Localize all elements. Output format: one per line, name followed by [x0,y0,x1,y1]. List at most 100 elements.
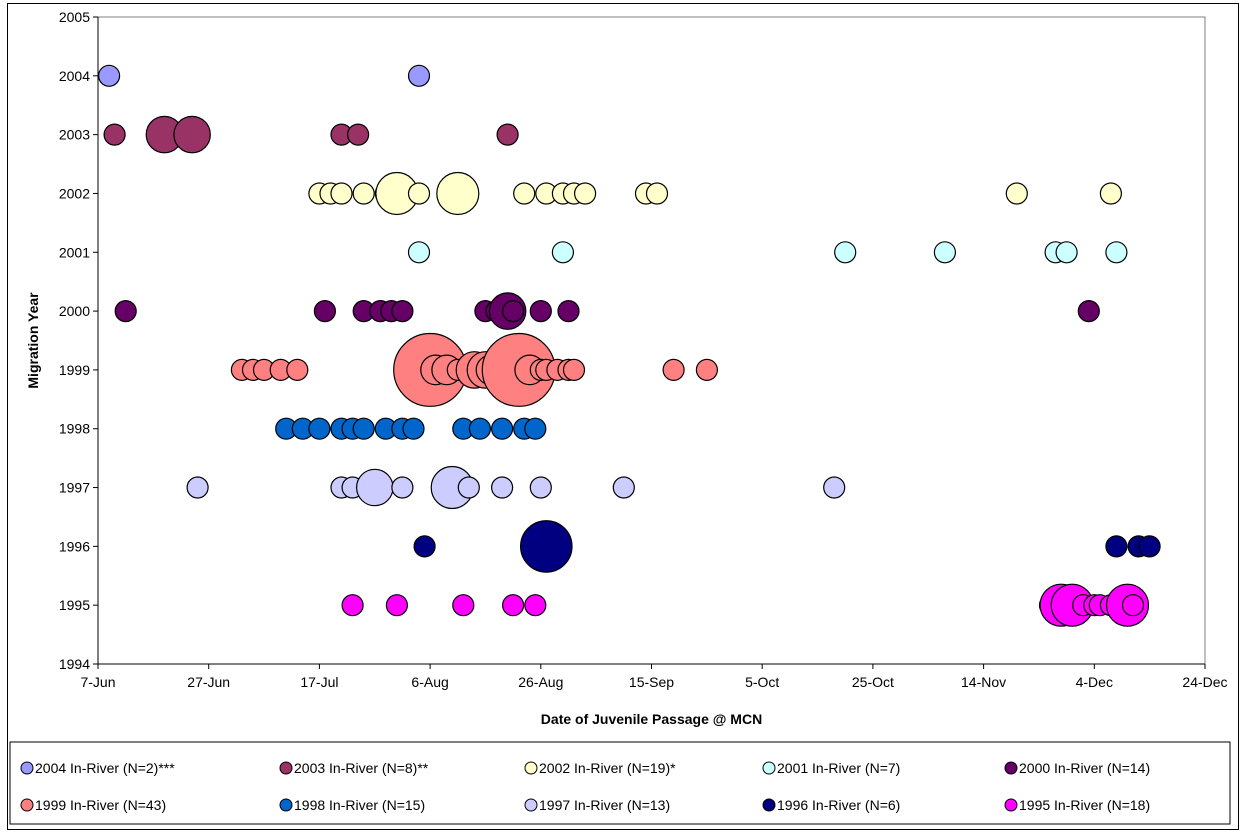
y-tick-label: 2004 [59,68,90,84]
bubble-point [97,64,121,87]
legend: 2004 In-River (N=2)*** 2003 In-River (N=8… [9,741,1231,825]
y-tick-label: 2005 [59,9,90,25]
x-tick-label: 14-Nov [961,674,1006,690]
bubble-point [524,417,547,440]
bubble-point [1055,241,1078,264]
y-tick-label: 1999 [59,362,90,378]
bubble-point [1099,182,1123,205]
bubble-point [341,594,364,617]
legend-label: 2001 In-River (N=7) [777,760,900,776]
bubble-point [519,520,573,573]
bubble-point [1105,241,1128,264]
y-tick-label: 1996 [59,538,90,554]
legend-marker [279,798,293,812]
x-tick-label: 4-Dec [1076,674,1113,690]
x-tick-label: 25-Oct [852,674,894,690]
x-tick-label: 24-Dec [1182,674,1227,690]
y-tick-label: 2003 [59,127,90,143]
legend-label: 2002 In-River (N=19)* [539,760,676,776]
y-tick-label: 2000 [59,303,90,319]
bubble-point [501,594,525,617]
legend-item: 2002 In-River (N=19)* [524,760,676,776]
x-tick-label: 6-Aug [411,674,448,690]
legend-marker [524,798,538,812]
bubble-point [436,171,480,216]
bubble-point [695,358,719,381]
bubble-point [1077,300,1100,323]
legend-marker [762,761,776,775]
x-tick-label: 7-Jun [80,674,115,690]
legend-marker [1004,798,1018,812]
legend-item: 1997 In-River (N=13) [524,797,670,813]
bubble-point [407,64,431,87]
bubble-point [347,123,370,146]
bubble-point [612,476,635,499]
bubble-point [308,417,331,440]
series-9 [341,583,1150,627]
bubble-point [1005,182,1028,205]
bubble-point [823,476,846,499]
series-2 [308,171,1123,216]
legend-item: 2003 In-River (N=8)** [279,760,429,776]
plot-area [97,16,1206,665]
bubble-point [529,300,552,323]
legend-item: 2001 In-River (N=7) [762,760,900,776]
bubble-point [457,476,480,499]
bubble-point [391,300,414,323]
series-8 [413,520,1161,573]
bubble-point [551,241,575,264]
bubble-point [573,182,597,205]
legend-item: 1999 In-River (N=43) [20,797,166,813]
axes: 1994 1995 1996 1997 1998 1999 2000 2001 2002 2003… [59,9,1228,690]
bubble-point [352,417,375,440]
legend-item: 1995 In-River (N=18) [1004,797,1150,813]
bubble-point [286,358,309,381]
legend-label: 2003 In-River (N=8)** [294,760,429,776]
legend-marker [279,761,293,775]
legend-item: 1996 In-River (N=6) [762,797,900,813]
x-tick-label: 17-Jul [300,674,338,690]
bubble-point [529,476,552,499]
series-0 [97,64,431,87]
plot-area-border [97,16,1206,665]
bubble-point [173,115,211,154]
bubble-point [1105,535,1128,558]
x-tick-label: 15-Sep [629,674,674,690]
bubble-point [834,241,857,264]
x-tick-label: 5-Oct [745,674,779,690]
y-axis-title: Migration Year [25,292,41,389]
bubble-point [562,358,586,381]
bubble-point [1138,535,1161,558]
y-tick-label: 2002 [59,185,90,201]
bubble-point [313,300,336,323]
bubble-point [468,417,491,440]
bubble-point [385,594,408,617]
bubble-point [186,476,209,499]
y-tick-label: 2001 [59,244,90,260]
series-6 [275,417,547,440]
bubble-point [662,358,685,381]
series-3 [407,241,1128,264]
legend-marker [20,798,34,812]
legend-item: 2000 In-River (N=14) [1004,760,1150,776]
x-axis-title: Date of Juvenile Passage @ MCN [541,711,762,727]
series-7 [186,465,846,510]
legend-label: 1995 In-River (N=18) [1019,797,1150,813]
bubble-point [557,300,580,323]
bubble-point [407,241,431,264]
bubble-point [330,182,353,205]
y-tick-label: 1995 [59,597,90,613]
bubble-point [491,417,514,440]
legend-label: 1998 In-River (N=15) [294,797,425,813]
legend-label: 1999 In-River (N=43) [35,797,166,813]
legend-marker [20,761,34,775]
bubble-point [355,468,394,507]
bubble-point [1121,594,1145,617]
bubble-point [933,241,957,264]
legend-label: 1997 In-River (N=13) [539,797,670,813]
y-tick-label: 1998 [59,421,90,437]
x-tick-label: 26-Aug [518,674,563,690]
legend-label: 1996 In-River (N=6) [777,797,900,813]
x-tick-label: 27-Jun [187,674,230,690]
series-4 [114,292,1100,330]
